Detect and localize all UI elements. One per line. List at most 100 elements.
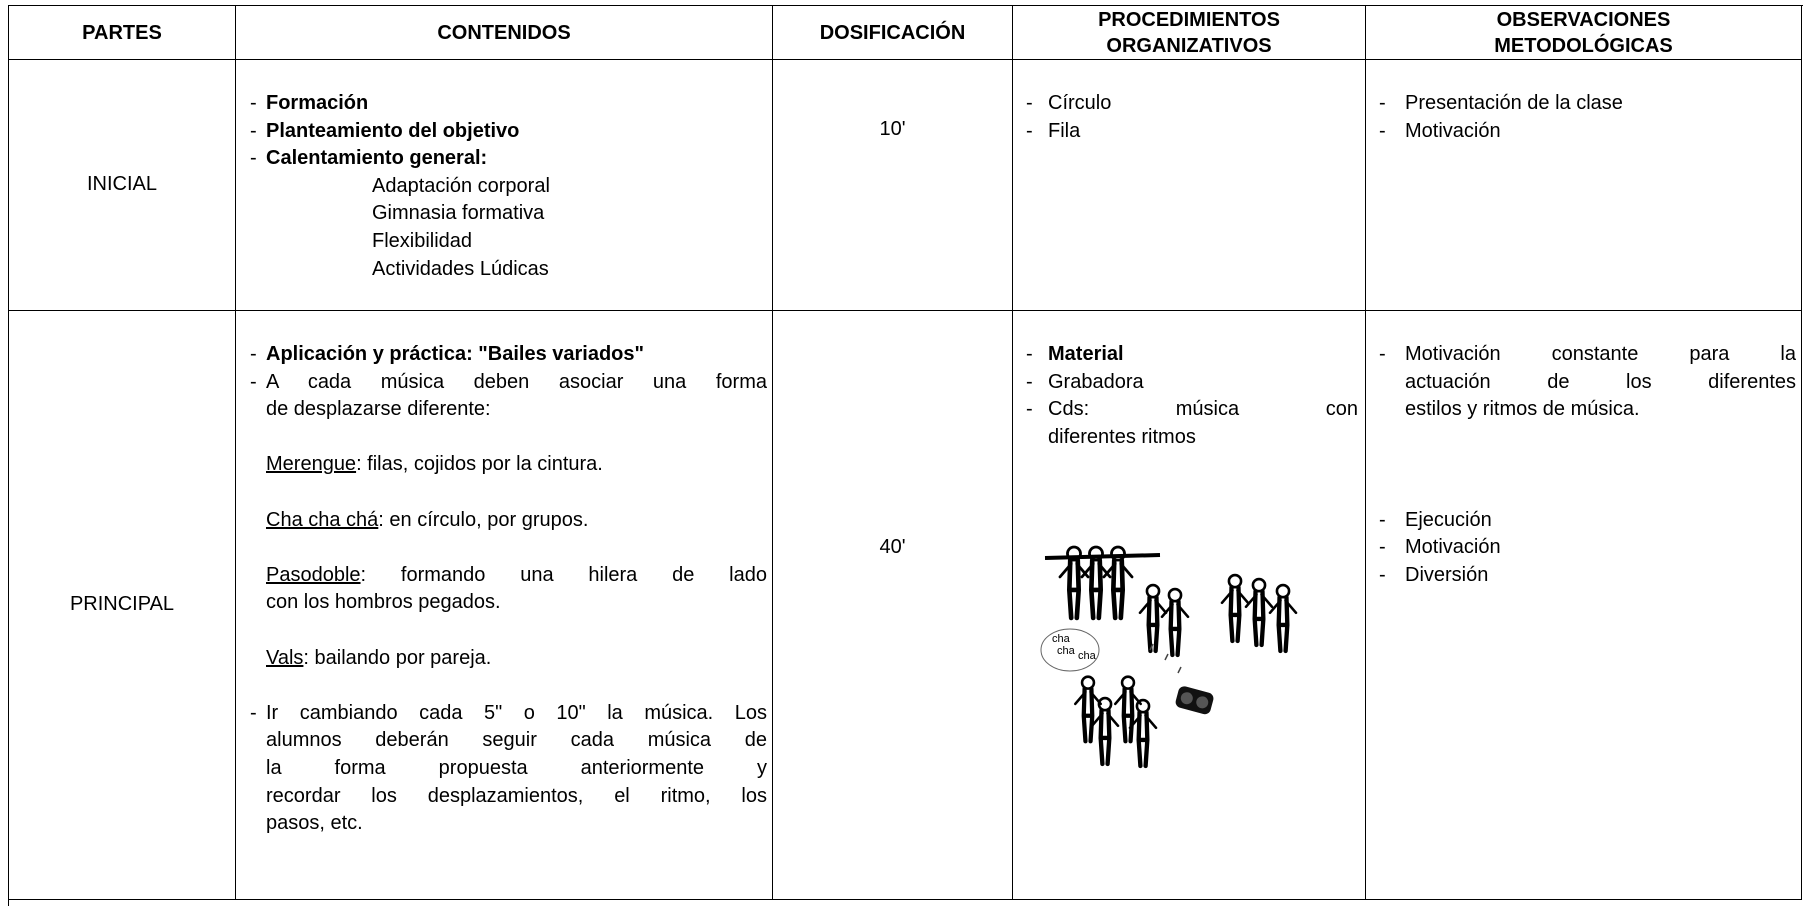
paragraph: - Aplicación y práctica: "Bailes variados… bbox=[250, 341, 767, 369]
paragraph: -A cada música deben asociar una forma de… bbox=[250, 369, 767, 424]
paragraph: Pasodoble: formando una hilera de lado co… bbox=[250, 562, 767, 617]
paragraph: - Grabadora bbox=[1026, 369, 1358, 397]
text-run: Ir cambiando cada 5" o 10" la música. Lo… bbox=[266, 701, 767, 724]
text-line: alumnos deberán seguir cada música de bbox=[250, 727, 767, 755]
text-run: la forma propuesta anteriormente y bbox=[266, 756, 767, 779]
text-run: con los hombros pegados. bbox=[266, 591, 501, 614]
paragraph: - Ejecución bbox=[1379, 507, 1796, 535]
bullet-dash: - bbox=[1026, 92, 1033, 114]
part-name: PRINCIPAL bbox=[69, 593, 175, 616]
text-line: -A cada música deben asociar una forma bbox=[250, 369, 767, 397]
text-run: diferentes ritmos bbox=[1048, 425, 1196, 448]
observaciones-cell: - Presentación de la clase - Motivación bbox=[1366, 60, 1802, 311]
paragraph: Cha cha chá: en círculo, por grupos. bbox=[250, 507, 767, 535]
table-frame bbox=[8, 5, 1803, 906]
text-line: de desplazarse diferente: bbox=[250, 396, 767, 424]
dosage-cell: 40' bbox=[773, 311, 1013, 900]
text-line: - Formación bbox=[250, 90, 767, 118]
text-run: Aplicación y práctica: "Bailes variados" bbox=[266, 343, 645, 365]
header-text: PARTES bbox=[82, 21, 162, 44]
part-cell: PRINCIPAL bbox=[9, 311, 236, 900]
text-run: recordar los desplazamientos, el ritmo, … bbox=[266, 784, 767, 807]
text-run: Calentamiento general: bbox=[266, 147, 488, 170]
text-run: actuación de los diferentes bbox=[1405, 370, 1796, 393]
text-run: Cds: música con bbox=[1048, 398, 1358, 421]
text-line: - Aplicación y práctica: "Bailes variados… bbox=[250, 341, 767, 369]
text-line: Gimnasia formativa bbox=[250, 200, 767, 228]
text-line: - Motivación bbox=[1379, 534, 1796, 562]
paragraph: Gimnasia formativa bbox=[250, 200, 767, 228]
bullet-dash: - bbox=[250, 343, 257, 365]
text-line: diferentes ritmos bbox=[1026, 424, 1358, 452]
text-line: - Ejecución bbox=[1379, 507, 1796, 535]
text-run: Formación bbox=[266, 92, 369, 114]
text-run: Merengue bbox=[266, 453, 357, 476]
text-line: - Grabadora bbox=[1026, 369, 1358, 397]
bullet-dash: - bbox=[250, 147, 257, 170]
paragraph: - Calentamiento general: bbox=[250, 145, 767, 173]
text-line: - Calentamiento general: bbox=[250, 145, 767, 173]
text-run: Vals bbox=[266, 646, 304, 669]
paragraph: - Ir cambiando cada 5" o 10" la música. L… bbox=[250, 700, 767, 838]
text-line: - Diversión bbox=[1379, 562, 1796, 590]
text-line: estilos y ritmos de música. bbox=[1379, 396, 1796, 424]
text-line: Cha cha chá: en círculo, por grupos. bbox=[250, 507, 767, 535]
text-run: Flexibilidad bbox=[372, 229, 473, 252]
paragraph: - Motivación bbox=[1379, 534, 1796, 562]
text-line: Adaptación corporal bbox=[250, 173, 767, 201]
paragraph: - Círculo bbox=[1026, 90, 1358, 118]
text-line: recordar los desplazamientos, el ritmo, … bbox=[250, 783, 767, 811]
paragraph: - Presentación de la clase bbox=[1379, 90, 1796, 118]
header-cell: PROCEDIMIENTOS ORGANIZATIVOS bbox=[1013, 6, 1366, 60]
bullet-dash: - bbox=[1379, 536, 1386, 559]
bullet-dash: - bbox=[250, 701, 257, 724]
procedimientos-cell: - Material - Grabadora - Cds: música con difer… bbox=[1013, 311, 1366, 900]
text-line: - Motivación constante para la bbox=[1379, 341, 1796, 369]
text-run: Cha cha chá bbox=[266, 508, 379, 531]
bullet-dash: - bbox=[250, 370, 257, 393]
paragraph: Adaptación corporal bbox=[250, 173, 767, 201]
dosage: 40' bbox=[879, 536, 906, 558]
procedimientos-cell: - Círculo - Fila bbox=[1013, 60, 1366, 311]
text-run: Motivación constante para la bbox=[1405, 343, 1796, 365]
dance-illustration: cha cha cha bbox=[1040, 525, 1360, 780]
bullet-dash: - bbox=[1026, 343, 1033, 365]
header-cell: CONTENIDOS bbox=[236, 6, 773, 60]
text-run: alumnos deberán seguir cada música de bbox=[266, 729, 767, 752]
text-run: Grabadora bbox=[1048, 370, 1144, 393]
dosage: 10' bbox=[879, 118, 906, 140]
text-line: Vals: bailando por pareja. bbox=[250, 645, 767, 673]
bullet-dash: - bbox=[1379, 508, 1386, 531]
paragraph: - Motivación bbox=[1379, 118, 1796, 146]
text-line: Pasodoble: formando una hilera de lado bbox=[250, 562, 767, 590]
text-line: - Presentación de la clase bbox=[1379, 90, 1796, 118]
text-run: A cada música deben asociar una forma bbox=[266, 370, 767, 393]
text-run: : en círculo, por grupos. bbox=[378, 508, 589, 531]
header-cell: PARTES bbox=[9, 6, 236, 60]
text-line: - Ir cambiando cada 5" o 10" la música. L… bbox=[250, 700, 767, 728]
bullet-dash: - bbox=[1379, 92, 1386, 114]
paragraph: - Diversión bbox=[1379, 562, 1796, 590]
text-line: Actividades Lúdicas bbox=[250, 256, 767, 284]
text-run: Presentación de la clase bbox=[1405, 92, 1623, 114]
paragraph: - Formación bbox=[250, 90, 767, 118]
bullet-dash: - bbox=[250, 119, 257, 142]
text-run: Motivación bbox=[1405, 119, 1501, 142]
text-run: Diversión bbox=[1405, 563, 1489, 586]
header-text: ORGANIZATIVOS bbox=[1106, 34, 1272, 57]
bullet-dash: - bbox=[1379, 563, 1386, 586]
text-line: - Material bbox=[1026, 341, 1358, 369]
text-line: Flexibilidad bbox=[250, 228, 767, 256]
text-run: Círculo bbox=[1048, 92, 1112, 114]
paragraph: Merengue: filas, cojidos por la cintura. bbox=[250, 451, 767, 479]
text-line: - Fila bbox=[1026, 118, 1358, 146]
text-run: Pasodoble bbox=[266, 563, 361, 586]
paragraph: Vals: bailando por pareja. bbox=[250, 645, 767, 673]
paragraph: - Material bbox=[1026, 341, 1358, 369]
part-cell: INICIAL bbox=[9, 60, 236, 311]
text-run: Actividades Lúdicas bbox=[372, 257, 549, 280]
text-run: Ejecución bbox=[1405, 508, 1492, 531]
header-text: DOSIFICACIÓN bbox=[819, 21, 966, 44]
text-line: - Motivación bbox=[1379, 118, 1796, 146]
header-text: OBSERVACIONES bbox=[1496, 8, 1671, 31]
